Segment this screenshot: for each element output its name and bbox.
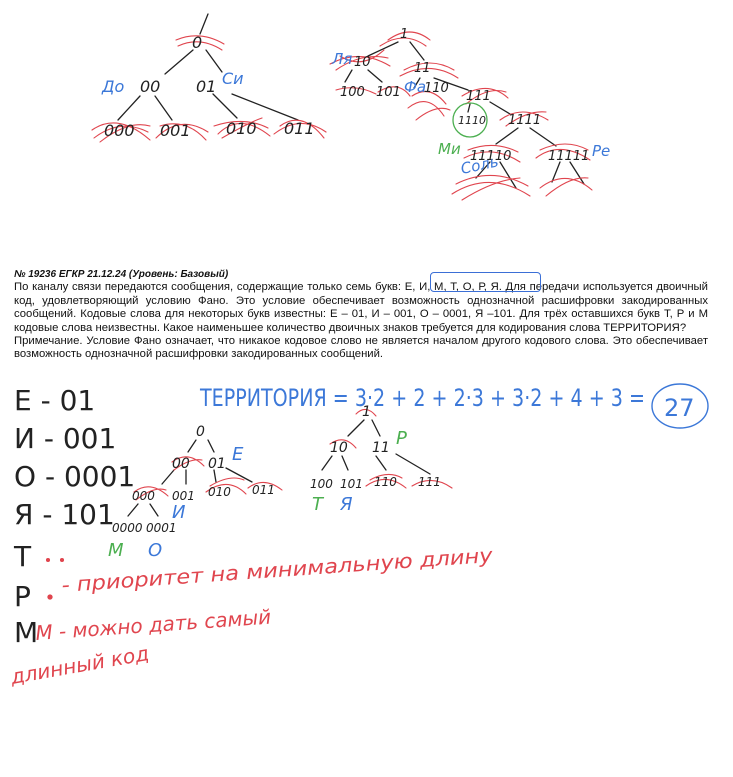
code-e: Е - 01 — [14, 384, 95, 417]
code-o: О - 0001 — [14, 460, 135, 493]
bl-leaf-010: 010 — [208, 485, 231, 499]
br-root: 1 — [362, 404, 371, 420]
tr-node-110: 110 — [424, 81, 449, 96]
bl-leaf-0001: 0001 — [146, 521, 177, 535]
br-node-10: 10 — [330, 440, 348, 456]
formula: ТЕРРИТОРИЯ = 3·2 + 2 + 2·3 + 3·2 + 4 + 3… — [199, 384, 645, 412]
bl-label-o: О — [148, 540, 162, 561]
tr-node-111: 111 — [466, 89, 491, 104]
tl-leaf-010: 010 — [226, 119, 257, 138]
note-r: - приоритет на минимальную длину — [61, 543, 495, 597]
bl-leaf-0000: 0000 — [112, 521, 143, 535]
tr-label-re: Ре — [592, 142, 610, 160]
tl-label-si: Си — [222, 69, 244, 88]
letter-r: Р — [14, 580, 31, 613]
bl-leaf-000: 000 — [132, 489, 155, 503]
tr-label-fa: Фа — [404, 78, 426, 96]
tr-node-1110: 1110 — [458, 114, 486, 127]
tr-label-sol: Соль — [459, 152, 500, 178]
answer: 27 — [664, 394, 695, 422]
tr-node-10: 10 — [354, 55, 371, 70]
br-label-ya: Я — [339, 494, 353, 515]
tl-root: 0 — [192, 33, 202, 52]
tr-root: 1 — [400, 27, 408, 42]
code-ya: Я - 101 — [14, 498, 115, 531]
tr-node-11110: 11110 — [470, 149, 511, 164]
task-paragraph-1: По каналу связи передаются сообщения, со… — [14, 281, 708, 334]
letter-t: Т — [13, 540, 32, 573]
bl-label-e: Е — [232, 444, 244, 465]
bl-leaf-001: 001 — [172, 489, 195, 503]
tr-label-lya: Ля — [331, 50, 352, 68]
task-paragraph-2: Примечание. Условие Фано означает, что н… — [14, 335, 708, 361]
bl-root: 0 — [196, 424, 205, 440]
code-i: И - 001 — [14, 422, 116, 455]
tl-label-do: До — [101, 77, 125, 96]
tr-node-1111: 1111 — [508, 113, 541, 128]
tl-leaf-000: 000 — [104, 121, 135, 140]
tl-node-01: 01 — [196, 77, 216, 96]
task-header: № 19236 ЕГКР 21.12.24 (Уровень: Базовый) — [14, 269, 229, 280]
bl-leaf-011: 011 — [252, 483, 275, 497]
tl-leaf-011: 011 — [284, 119, 315, 138]
note-m-line1: М - можно дать самый — [35, 605, 272, 645]
bl-label-i: И — [172, 502, 185, 523]
br-node-11: 11 — [372, 440, 390, 456]
br-leaf-100: 100 — [310, 477, 333, 491]
br-leaf-101: 101 — [340, 477, 363, 491]
br-leaf-110: 110 — [374, 475, 397, 489]
bl-node-00: 00 — [172, 456, 190, 472]
tr-label-mi: Ми — [438, 140, 461, 158]
br-label-t: Т — [312, 494, 325, 515]
tr-leaf-100: 100 — [340, 85, 365, 100]
tr-node-11: 11 — [414, 61, 431, 76]
br-label-r: Р — [396, 428, 407, 449]
letter-m: М — [14, 616, 38, 649]
task-text: № 19236 ЕГКР 21.12.24 (Уровень: Базовый)… — [14, 268, 708, 362]
bl-node-01: 01 — [208, 456, 226, 472]
tr-leaf-101: 101 — [376, 85, 401, 100]
tr-node-11111: 11111 — [548, 149, 589, 164]
bl-label-m: М — [108, 540, 124, 561]
tl-node-00: 00 — [140, 77, 160, 96]
letters-highlight-box — [430, 272, 541, 292]
tl-leaf-001: 001 — [160, 121, 191, 140]
br-leaf-111: 111 — [418, 475, 441, 489]
